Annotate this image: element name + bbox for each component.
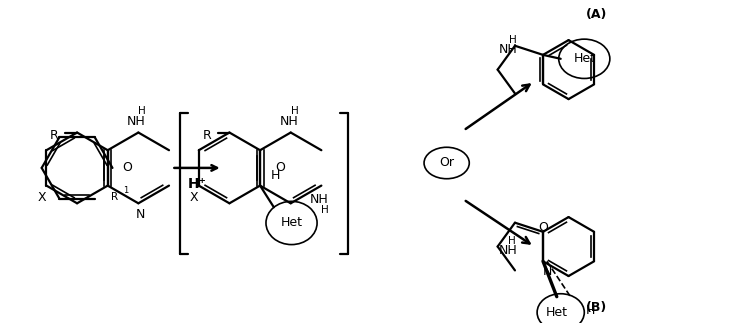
- Text: NH: NH: [499, 43, 517, 56]
- Text: H: H: [509, 35, 517, 45]
- Text: N: N: [136, 208, 145, 221]
- Text: N: N: [543, 265, 553, 278]
- Text: Het: Het: [573, 52, 596, 65]
- Text: H: H: [290, 106, 299, 116]
- Text: NH: NH: [127, 115, 146, 128]
- Text: (B): (B): [585, 301, 607, 314]
- Text: H: H: [585, 304, 595, 317]
- Text: NH: NH: [279, 115, 298, 128]
- Text: O: O: [275, 161, 285, 174]
- Text: H⁺: H⁺: [188, 177, 206, 191]
- Text: R: R: [50, 129, 59, 142]
- Text: NH: NH: [499, 244, 517, 257]
- Text: (A): (A): [585, 8, 607, 21]
- Text: Het: Het: [546, 306, 568, 319]
- Text: O: O: [538, 221, 548, 234]
- Text: R: R: [202, 129, 211, 142]
- Text: X: X: [37, 191, 46, 204]
- Text: H: H: [321, 205, 329, 215]
- Text: NH: NH: [310, 193, 329, 206]
- Text: R: R: [111, 192, 118, 202]
- Text: Het: Het: [281, 216, 302, 230]
- Text: H: H: [271, 169, 281, 182]
- Text: H: H: [508, 236, 516, 246]
- Text: Or: Or: [439, 156, 454, 170]
- Text: X: X: [190, 191, 198, 204]
- Text: 1: 1: [123, 186, 128, 195]
- Text: H: H: [138, 106, 146, 116]
- Text: O: O: [123, 161, 132, 174]
